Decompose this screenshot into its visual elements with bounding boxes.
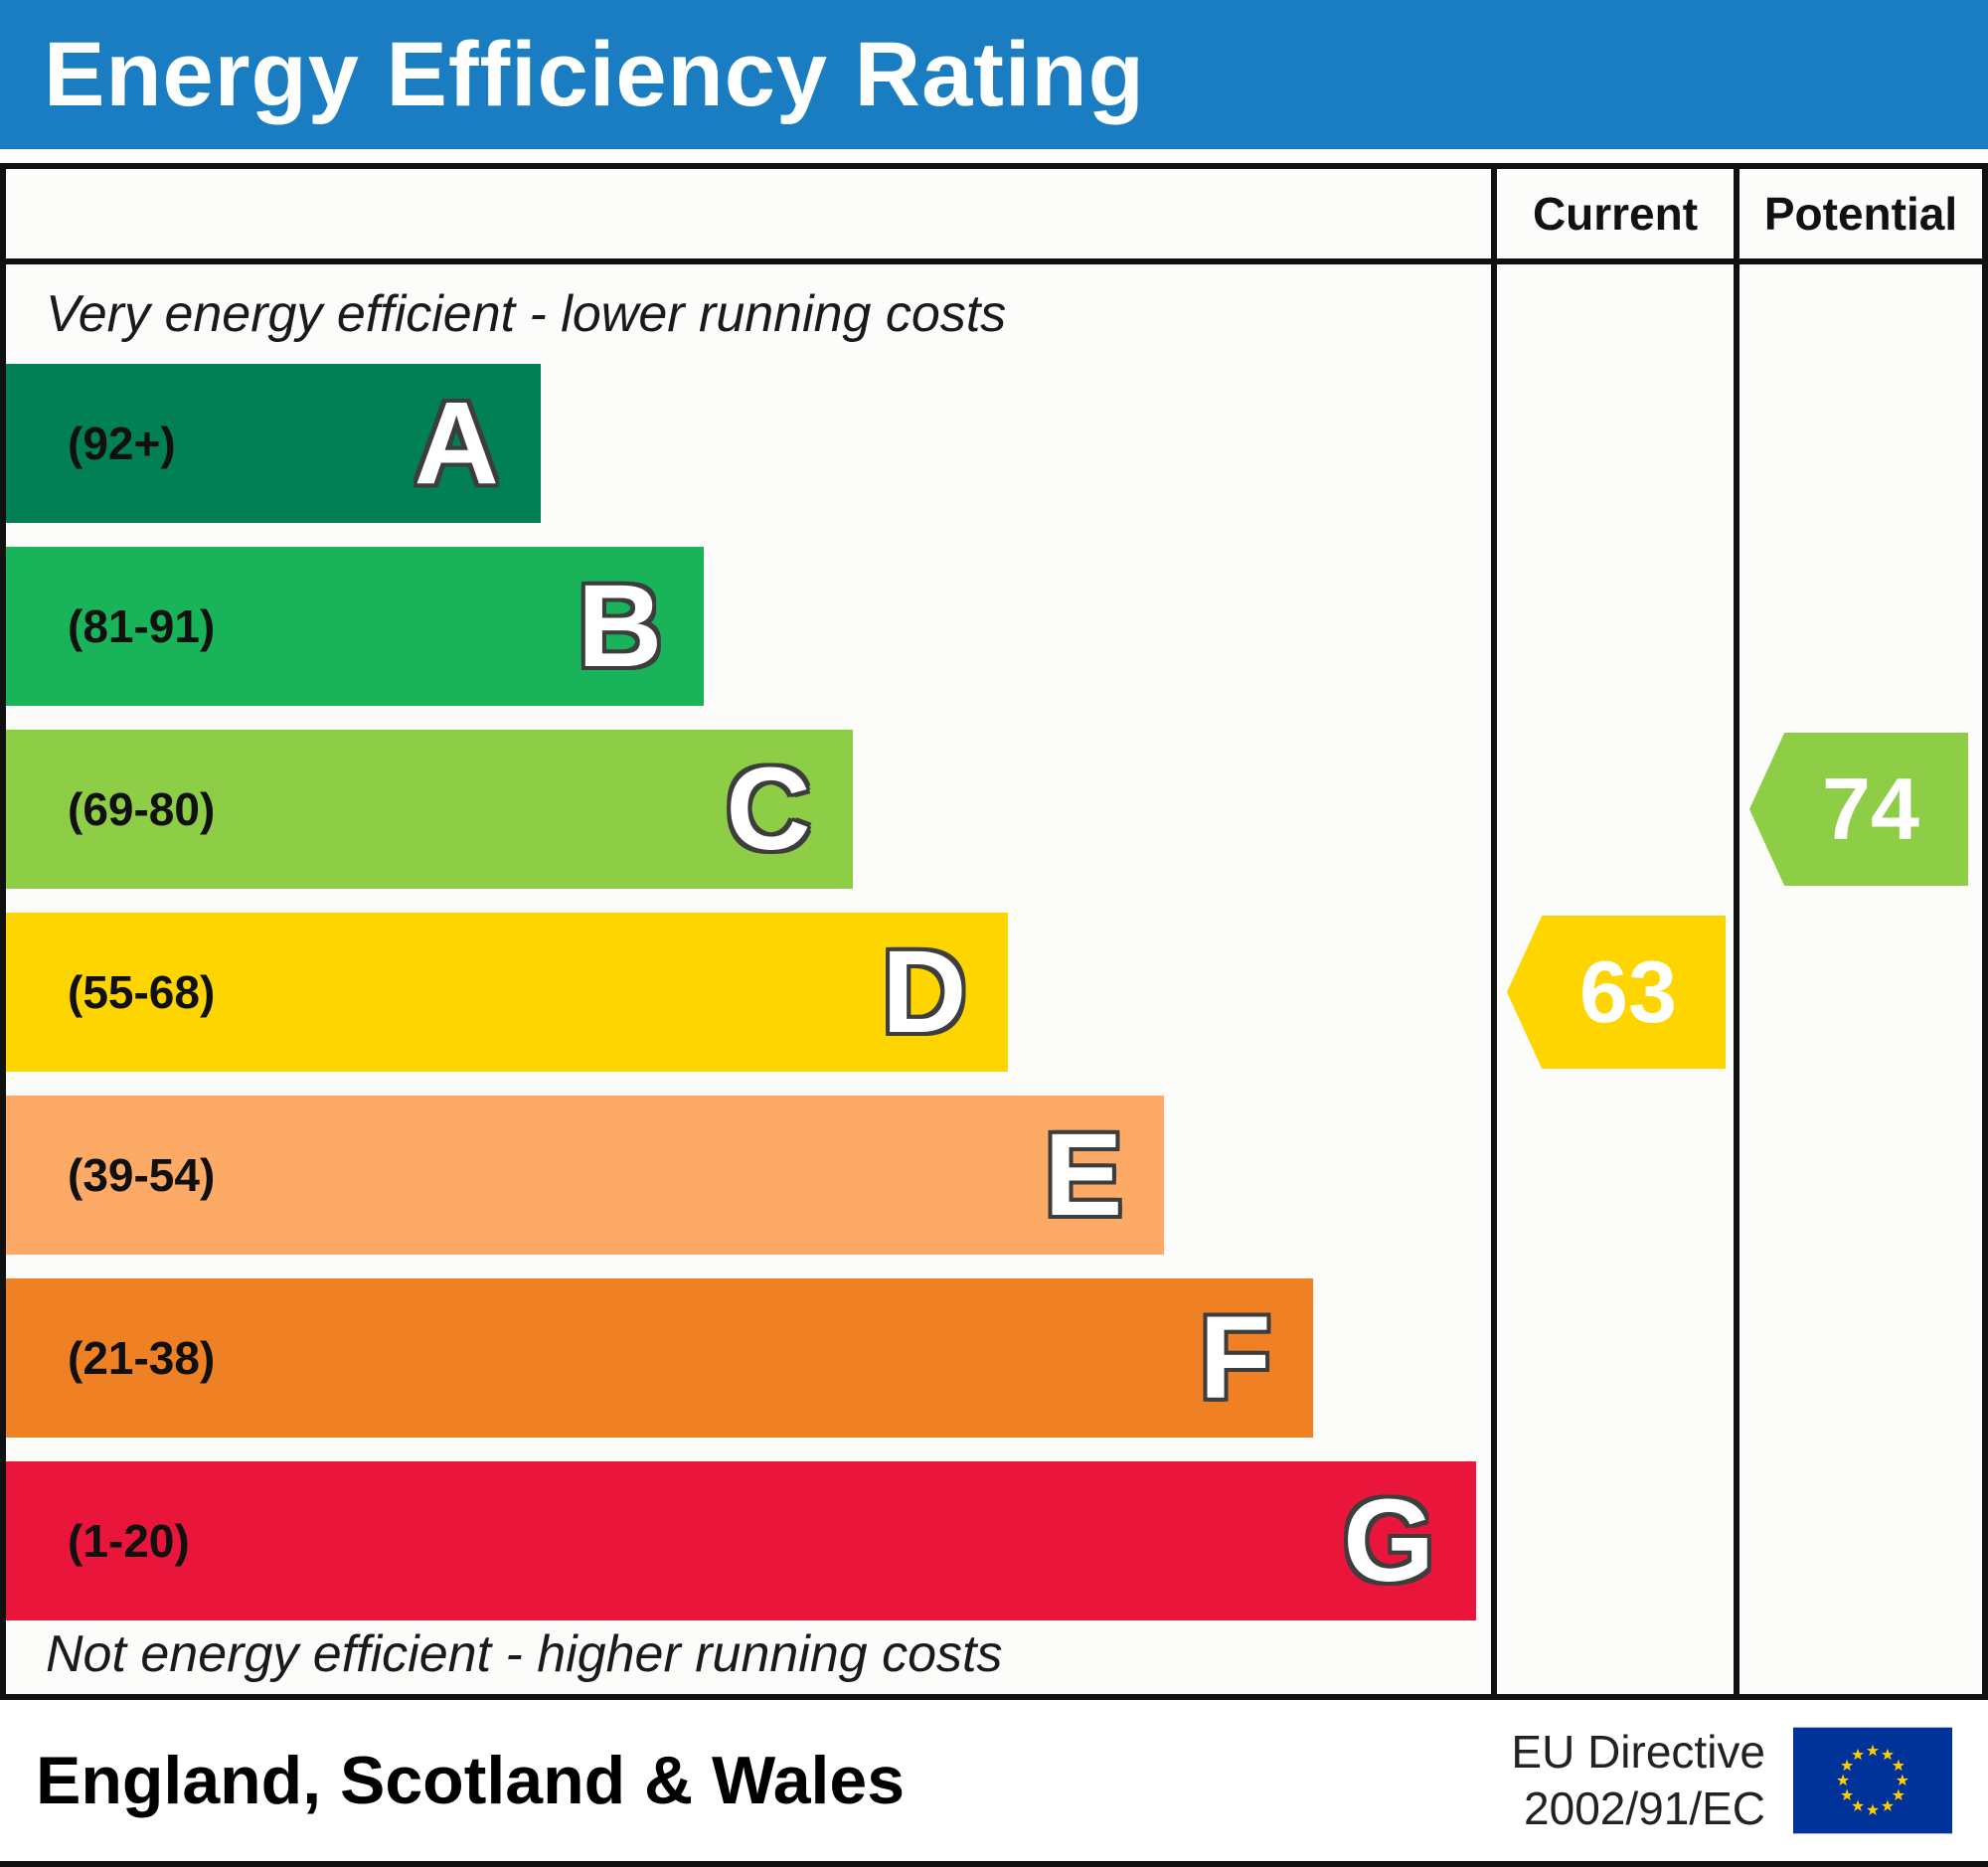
band-range-label: (69-80)	[68, 783, 216, 835]
eu-directive-label: EU Directive 2002/91/EC	[1511, 1724, 1765, 1838]
top-note: Very energy efficient - lower running co…	[46, 285, 1007, 343]
band-range-label: (39-54)	[68, 1149, 216, 1201]
eu-directive-line2: 2002/91/EC	[1524, 1782, 1765, 1834]
band-letter: D	[882, 927, 967, 1058]
page-title: Energy Efficiency Rating	[44, 23, 1145, 125]
band-letter: G	[1343, 1475, 1435, 1607]
energy-rating-header: Energy Efficiency Rating	[0, 0, 1988, 149]
footer: England, Scotland & Wales EU Directive 2…	[0, 1700, 1988, 1867]
band-range-label: (21-38)	[68, 1332, 216, 1384]
band-letter: A	[414, 378, 499, 509]
region-label: England, Scotland & Wales	[36, 1743, 906, 1818]
band-letter: E	[1044, 1109, 1123, 1241]
current-rating-value: 63	[1579, 942, 1677, 1041]
band-bar-a: (92+) A	[6, 364, 541, 523]
band-bar-e: (39-54) E	[6, 1096, 1165, 1255]
bands-container: (92+) A (81-91) B (69-80) C (55-68) D	[6, 364, 1491, 1620]
potential-rating-arrow: 74	[1749, 733, 1968, 886]
band-bar-c: (69-80) C	[6, 730, 853, 889]
band-bar-g: (1-20) G	[6, 1461, 1477, 1620]
eu-directive-line1: EU Directive	[1511, 1725, 1765, 1778]
band-range-label: (1-20)	[68, 1515, 190, 1567]
band-letter: C	[726, 744, 811, 875]
bottom-note: Not energy efficient - higher running co…	[46, 1625, 1003, 1683]
band-range-label: (92+)	[68, 418, 176, 469]
band-letter: F	[1199, 1292, 1271, 1424]
eu-flag-icon	[1793, 1727, 1952, 1834]
chart-column: Very energy efficient - lower running co…	[6, 169, 1497, 1694]
chart-column-header	[6, 169, 1491, 264]
current-rating-arrow: 63	[1507, 916, 1726, 1069]
column-header-current: Current	[1497, 169, 1734, 264]
rating-table: Very energy efficient - lower running co…	[0, 163, 1988, 1700]
band-letter: B	[577, 561, 663, 692]
current-column-body: 63	[1497, 264, 1734, 1694]
band-bar-d: (55-68) D	[6, 913, 1009, 1072]
column-header-potential: Potential	[1740, 169, 1982, 264]
band-range-label: (81-91)	[68, 600, 216, 652]
band-bar-f: (21-38) F	[6, 1278, 1313, 1438]
chart-column-body: Very energy efficient - lower running co…	[6, 264, 1491, 1694]
potential-column: Potential 74	[1740, 169, 1982, 1694]
band-bar-b: (81-91) B	[6, 547, 705, 706]
potential-column-body: 74	[1740, 264, 1982, 1694]
band-range-label: (55-68)	[68, 966, 216, 1018]
potential-rating-value: 74	[1822, 760, 1919, 858]
current-column: Current 63	[1497, 169, 1740, 1694]
